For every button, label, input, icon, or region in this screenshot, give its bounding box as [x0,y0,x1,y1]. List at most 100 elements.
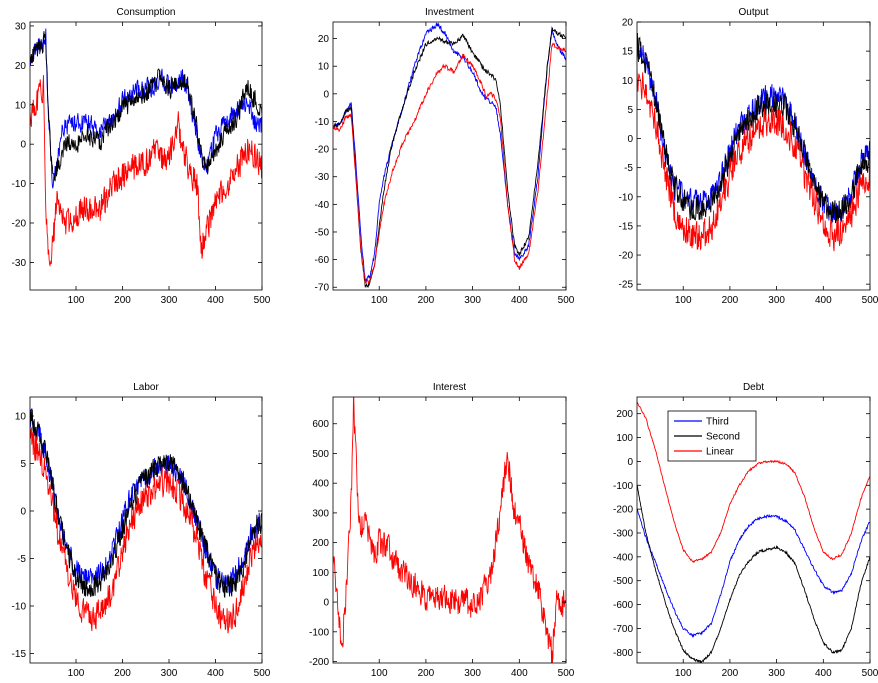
y-tick-label: 0 [627,457,633,468]
series-group [637,401,870,663]
series-line-0 [30,28,262,189]
series-group [30,408,262,634]
y-tick-label: 20 [15,61,27,72]
y-tick-label: -600 [613,600,633,611]
investment-panel: Investment 100 200 300 400 500-70-60-50-40-3… [315,7,575,306]
axes-frame [636,396,871,664]
axes-frame [332,21,567,291]
y-tick-label: 400 [312,479,329,490]
x-tick-label: 200 [114,295,131,306]
y-tick-label: 5 [20,459,26,470]
y-tick-label: 20 [318,34,330,45]
y-tick-label: 0 [323,598,329,609]
axes-frame [636,21,871,291]
y-tick-label: -300 [613,528,633,539]
debt-title: Debt [743,382,764,393]
y-tick-label: -25 [619,280,634,291]
y-tick-label: 5 [627,105,633,116]
y-tick-label: -400 [613,552,633,563]
series-line-2 [30,75,262,268]
x-tick-label: 300 [161,668,178,679]
x-tick-label: 100 [68,668,85,679]
third-series-line [637,508,870,638]
second-series-line [637,484,870,663]
legend-label-linear: Linear [706,447,734,458]
y-tick-label: -5 [17,554,26,565]
series-line-2 [30,426,262,634]
y-tick-label: -10 [619,192,634,203]
debt-legend: Third Second Linear [667,410,757,462]
y-tick-label: -10 [12,602,27,613]
investment-title: Investment [425,7,474,18]
x-tick-label: 300 [464,668,481,679]
interest-panel: Interest 100 200 300 400 500 -200 -100 0 100 200 3… [309,382,575,679]
y-tick-label: 100 [312,568,329,579]
y-tick-label: -200 [309,657,329,668]
y-tick-label: -20 [315,145,330,156]
labor-panel: Labor 100 200 300 400 500 -15 -10 -5 0 5 10 [12,382,271,679]
x-tick-label: 400 [207,295,224,306]
series-line-1 [333,26,566,289]
labor-title: Labor [133,382,159,393]
y-tick-label: -700 [613,624,633,635]
y-tick-label: -500 [613,576,633,587]
consumption-panel: Consumption 100 200 300 400 500 -30 -20 -10 0 10 2… [12,7,271,306]
x-tick-label: 200 [418,668,435,679]
x-tick-label: 300 [464,295,481,306]
x-tick-label: 500 [558,668,575,679]
y-tick-label: 300 [312,508,329,519]
debt-panel: Debt 100 200 300 400 500 -800 -700 -600 -500 -400… [613,382,878,679]
y-tick-label: 600 [312,419,329,430]
y-tick-label: 0 [627,134,633,145]
axes-frame [332,396,567,664]
output-title: Output [738,7,768,18]
x-tick-label: 100 [68,295,85,306]
y-tick-label: 200 [616,409,633,420]
x-tick-label: 300 [768,295,785,306]
y-tick-label: 10 [318,62,330,73]
series-line-0 [333,22,566,284]
interest-title: Interest [433,382,467,393]
x-tick-label: 300 [768,668,785,679]
y-tick-label: -30 [315,172,330,183]
x-tick-label: 400 [815,668,832,679]
x-tick-label: 400 [511,668,528,679]
y-tick-label: 30 [15,21,27,32]
y-tick-label: 100 [616,433,633,444]
x-tick-label: 100 [675,295,692,306]
y-tick-label: -100 [613,481,633,492]
x-tick-label: 400 [815,295,832,306]
y-tick-label: -800 [613,648,633,659]
y-tick-label: -100 [309,627,329,638]
y-tick-label: -15 [619,221,634,232]
y-tick-label: -30 [12,258,27,269]
y-tick-label: -20 [619,251,634,262]
y-tick-label: -200 [613,505,633,516]
x-tick-label: 400 [207,668,224,679]
y-tick-label: -40 [315,200,330,211]
x-tick-label: 200 [418,295,435,306]
x-tick-label: 100 [675,668,692,679]
y-tick-label: 20 [622,18,634,29]
series-group [637,33,870,252]
axes-frame [29,21,263,291]
series-line-1 [30,31,262,182]
x-tick-label: 100 [371,668,388,679]
x-tick-label: 500 [254,668,271,679]
linear-series-line [637,401,870,563]
x-tick-label: 500 [862,295,878,306]
legend-label-second: Second [706,432,740,443]
y-tick-label: -70 [315,283,330,294]
x-tick-label: 200 [722,295,739,306]
y-tick-label: 500 [312,449,329,460]
y-tick-label: -60 [315,255,330,266]
legend-label-third: Third [706,417,729,428]
x-tick-label: 400 [511,295,528,306]
y-tick-label: -5 [624,163,633,174]
x-tick-label: 500 [862,668,878,679]
x-tick-label: 300 [161,295,178,306]
y-tick-label: 15 [622,47,634,58]
axes-frame [29,396,263,664]
y-tick-label: 0 [20,507,26,518]
